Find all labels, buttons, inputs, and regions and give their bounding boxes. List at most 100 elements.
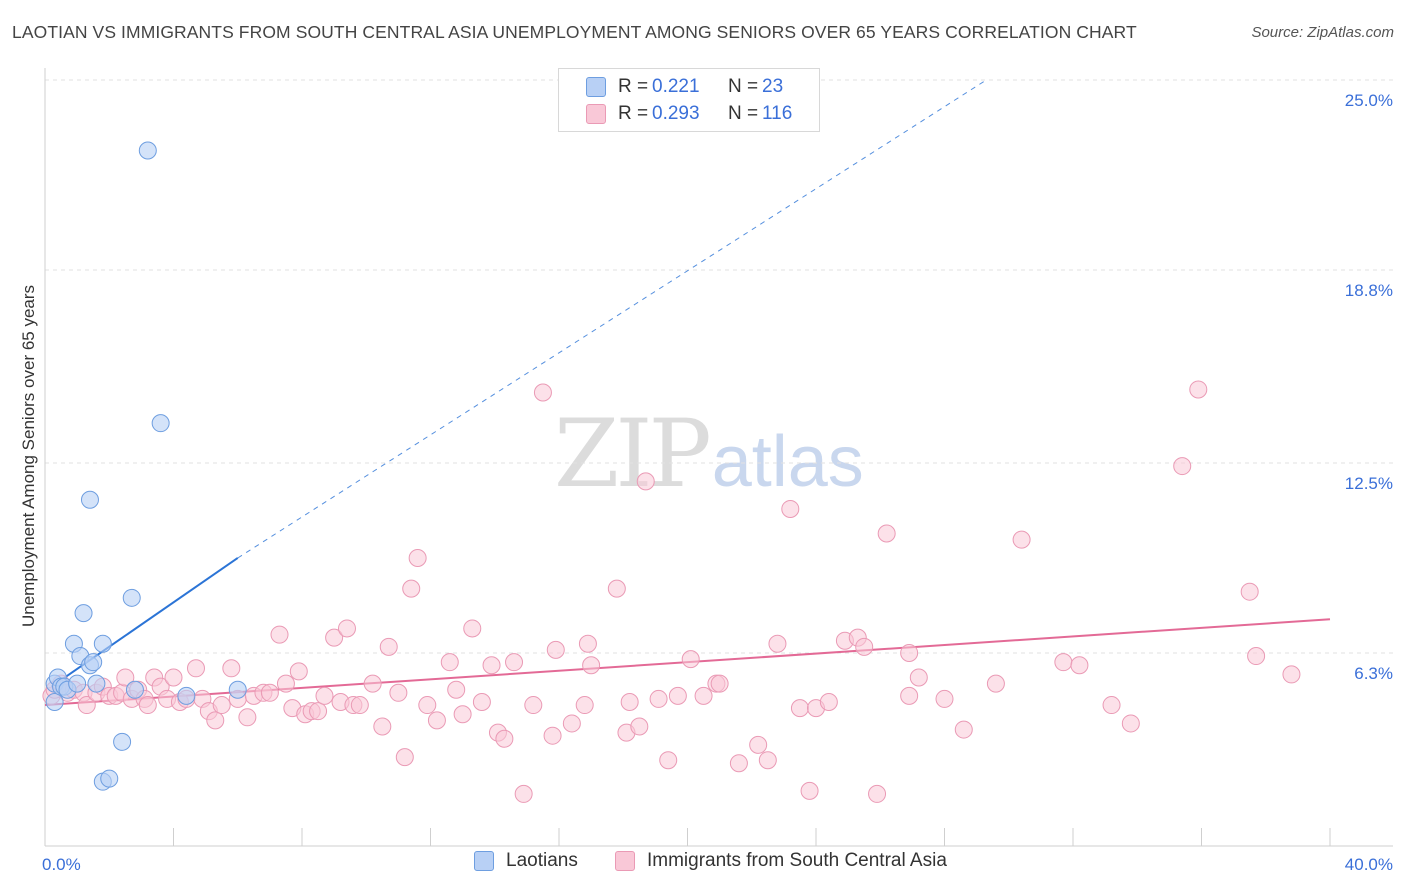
- chart-title: LAOTIAN VS IMMIGRANTS FROM SOUTH CENTRAL…: [12, 22, 1137, 42]
- immigrant-legend-swatch: [615, 851, 635, 871]
- n-label: N =: [728, 76, 759, 97]
- immigrant-point: [222, 659, 241, 678]
- immigrant-point: [668, 686, 687, 705]
- immigrant-point: [472, 692, 491, 711]
- laotian-point: [84, 653, 103, 672]
- y-tick-label: 18.8%: [1345, 281, 1393, 300]
- laotian-point: [74, 604, 93, 623]
- immigrant-point: [935, 689, 954, 708]
- x-tick-label: 40.0%: [1345, 855, 1393, 874]
- immigrant-point: [1282, 665, 1301, 684]
- immigrant-point: [363, 674, 382, 693]
- immigrant-point: [790, 699, 809, 718]
- laotian-point: [228, 680, 247, 699]
- n-label: N =: [728, 103, 759, 124]
- immigrant-point: [395, 748, 414, 767]
- immigrant-point: [212, 696, 231, 715]
- legend-label-immigrants: Immigrants from South Central Asia: [647, 850, 947, 871]
- legend-item-laotians[interactable]: Laotians: [474, 850, 578, 872]
- immigrant-point: [427, 711, 446, 730]
- immigrant-point: [337, 619, 356, 638]
- laotian-point: [113, 732, 132, 751]
- immigrant-points: [42, 380, 1301, 803]
- immigrant-point: [562, 714, 581, 733]
- immigrant-point: [546, 640, 565, 659]
- axes: [44, 68, 1393, 847]
- y-tick-label: 12.5%: [1345, 474, 1393, 493]
- immigrant-point: [729, 754, 748, 773]
- immigrant-point: [543, 726, 562, 745]
- laotian-point: [122, 588, 141, 607]
- immigrant-point: [408, 548, 427, 567]
- immigrant-point: [1012, 530, 1031, 549]
- immigrant-point: [440, 653, 459, 672]
- immigrant-point: [389, 683, 408, 702]
- y-tick-label: 6.3%: [1354, 664, 1393, 683]
- immigrant-point: [325, 628, 344, 647]
- immigrant-point: [77, 696, 96, 715]
- r-label: R =: [618, 103, 649, 124]
- immigrant-point: [659, 751, 678, 770]
- immigrant-point: [350, 696, 369, 715]
- immigrant-point: [607, 579, 626, 598]
- watermark: ZIPatlas: [554, 400, 864, 509]
- immigrant-point: [1240, 582, 1259, 601]
- grid-lines: [45, 79, 1393, 654]
- immigrant-point: [954, 720, 973, 739]
- immigrant-point: [630, 717, 649, 736]
- laotian-point: [151, 414, 170, 433]
- legend-item-immigrants[interactable]: Immigrants from South Central Asia: [615, 850, 947, 872]
- n-value: 116: [762, 103, 793, 124]
- immigrant-point: [206, 711, 225, 730]
- immigrant-point: [1121, 714, 1140, 733]
- laotian-point: [138, 141, 157, 160]
- stats-row-immigrants: R = 0.293 N = 116: [559, 102, 792, 126]
- trend-lines: [44, 79, 1331, 707]
- laotian-point: [100, 769, 119, 788]
- immigrant-point: [260, 683, 279, 702]
- immigrant-point: [710, 674, 729, 693]
- immigrant-point: [276, 674, 295, 693]
- immigrant-point: [453, 705, 472, 724]
- immigrant-point: [781, 499, 800, 518]
- stats-row-laotians: R = 0.221 N = 23: [559, 75, 783, 99]
- immigrant-point: [116, 668, 135, 687]
- immigrant-point: [749, 735, 768, 754]
- immigrant-point: [758, 751, 777, 770]
- immigrant-point: [649, 689, 668, 708]
- n-value: 23: [762, 76, 784, 97]
- immigrant-point: [900, 686, 919, 705]
- laotian-trend-line: [50, 557, 239, 688]
- immigrant-point: [578, 634, 597, 653]
- immigrant-point: [138, 696, 157, 715]
- immigrant-point: [186, 659, 205, 678]
- immigrant-point: [1070, 656, 1089, 675]
- immigrant-point: [373, 717, 392, 736]
- immigrant-point: [524, 696, 543, 715]
- laotian-trend-extension: [237, 79, 987, 559]
- immigrant-point: [582, 656, 601, 675]
- laotian-point: [87, 674, 106, 693]
- immigrant-point: [986, 674, 1005, 693]
- immigrant-point: [1054, 653, 1073, 672]
- immigrant-point: [418, 696, 437, 715]
- r-value: 0.293: [652, 103, 700, 124]
- immigrant-point: [694, 686, 713, 705]
- source-label: Source: ZipAtlas.com: [1251, 24, 1394, 41]
- laotian-points: [45, 141, 247, 791]
- immigrant-point: [289, 662, 308, 681]
- series-legend: Laotians Immigrants from South Central A…: [0, 850, 1406, 878]
- laotian-point: [177, 686, 196, 705]
- immigrant-point: [447, 680, 466, 699]
- immigrant-point: [505, 653, 524, 672]
- immigrant-point: [463, 619, 482, 638]
- immigrant-point: [514, 784, 533, 803]
- immigrant-point: [909, 668, 928, 687]
- immigrant-point: [533, 383, 552, 402]
- immigrant-point: [900, 643, 919, 662]
- immigrant-point: [495, 729, 514, 748]
- laotian-point: [45, 692, 64, 711]
- immigrant-point: [877, 524, 896, 543]
- immigrant-point: [636, 472, 655, 491]
- legend-label-laotians: Laotians: [506, 850, 578, 871]
